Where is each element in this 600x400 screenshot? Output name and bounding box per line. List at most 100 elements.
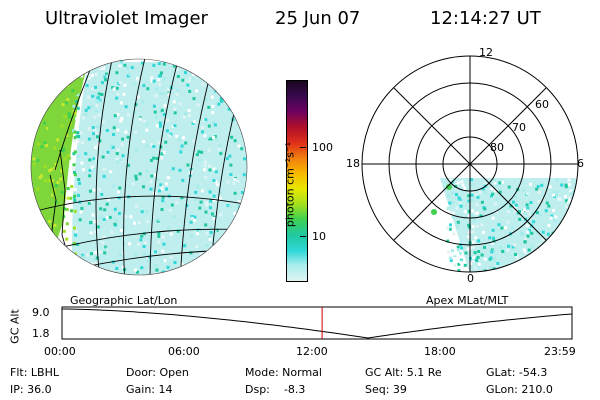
image-pixel <box>545 201 549 205</box>
image-pixel <box>157 231 161 235</box>
image-pixel <box>93 115 97 119</box>
image-pixel <box>165 129 169 133</box>
image-pixel <box>498 181 502 185</box>
image-pixel <box>514 203 518 207</box>
image-pixel <box>509 204 513 208</box>
image-pixel <box>66 196 70 200</box>
time-label: 12:14:27 UT <box>430 8 541 29</box>
image-pixel <box>186 83 190 87</box>
image-pixel <box>166 176 170 180</box>
image-pixel <box>123 83 127 87</box>
image-pixel <box>135 148 139 152</box>
image-pixel <box>190 216 194 220</box>
image-pixel <box>226 204 230 207</box>
image-pixel <box>136 77 139 80</box>
image-pixel <box>476 241 480 245</box>
image-pixel <box>150 79 154 83</box>
image-pixel <box>112 133 116 136</box>
image-pixel <box>524 237 528 240</box>
image-pixel <box>121 265 125 269</box>
image-pixel <box>233 178 237 182</box>
status-glat: GLat: -54.3 <box>486 366 548 379</box>
image-pixel <box>158 189 161 193</box>
image-pixel <box>463 186 467 190</box>
status-glon: GLon: 210.0 <box>486 383 553 396</box>
image-pixel <box>477 239 481 243</box>
image-pixel <box>53 223 57 227</box>
image-pixel <box>145 209 149 213</box>
image-pixel <box>48 169 52 173</box>
image-pixel <box>200 150 204 154</box>
image-pixel <box>483 207 487 211</box>
image-pixel <box>140 234 144 238</box>
image-pixel <box>82 116 86 120</box>
image-pixel <box>89 221 93 224</box>
image-pixel <box>464 251 468 255</box>
image-pixel <box>133 221 136 225</box>
image-pixel <box>180 262 184 266</box>
image-pixel <box>467 209 471 213</box>
image-pixel <box>179 148 183 152</box>
image-pixel <box>77 194 80 197</box>
image-pixel <box>104 245 108 249</box>
image-pixel <box>495 197 499 201</box>
image-pixel <box>190 234 193 238</box>
image-pixel <box>73 173 77 177</box>
image-pixel <box>162 151 166 154</box>
image-pixel <box>191 76 195 80</box>
image-pixel <box>448 201 452 205</box>
image-pixel <box>100 262 104 266</box>
image-pixel <box>538 243 542 247</box>
image-pixel <box>60 124 64 128</box>
image-pixel <box>530 221 534 225</box>
image-pixel <box>75 134 79 138</box>
image-pixel <box>205 200 208 204</box>
image-pixel <box>95 93 99 97</box>
image-pixel <box>188 89 192 93</box>
image-pixel <box>142 84 146 88</box>
image-pixel <box>172 215 176 219</box>
image-pixel <box>110 230 114 234</box>
image-pixel <box>456 245 460 249</box>
image-pixel <box>115 152 119 155</box>
image-pixel <box>522 219 526 223</box>
image-pixel <box>230 135 234 139</box>
image-pixel <box>162 92 166 96</box>
image-pixel <box>165 187 169 191</box>
image-pixel <box>186 163 190 167</box>
image-pixel <box>193 218 196 222</box>
image-pixel <box>516 257 520 261</box>
image-pixel <box>84 108 88 112</box>
image-pixel <box>134 103 138 107</box>
image-pixel <box>142 232 146 236</box>
colorbar <box>286 80 308 282</box>
image-pixel <box>219 191 223 194</box>
image-pixel <box>219 196 223 200</box>
colorbar-tick-10: 10 <box>312 230 326 243</box>
image-pixel <box>155 157 159 160</box>
colorbar-tick-100: 100 <box>312 141 333 154</box>
image-pixel <box>455 193 458 196</box>
image-pixel <box>119 119 123 123</box>
image-pixel <box>102 167 106 171</box>
image-pixel <box>529 182 532 186</box>
image-pixel <box>490 187 494 191</box>
image-pixel <box>555 178 559 182</box>
image-pixel <box>507 185 511 189</box>
image-pixel <box>568 198 572 202</box>
image-pixel <box>106 216 110 220</box>
image-pixel <box>93 128 97 132</box>
image-pixel <box>196 186 200 190</box>
image-pixel <box>479 214 483 218</box>
image-pixel <box>160 157 164 161</box>
image-pixel <box>152 79 156 83</box>
image-pixel <box>122 92 126 96</box>
image-pixel <box>94 72 98 76</box>
image-pixel <box>212 167 216 171</box>
image-pixel <box>152 156 156 160</box>
image-pixel <box>495 183 499 187</box>
image-pixel <box>32 169 36 173</box>
image-pixel <box>177 135 181 139</box>
image-pixel <box>518 210 521 214</box>
image-pixel <box>525 203 529 207</box>
